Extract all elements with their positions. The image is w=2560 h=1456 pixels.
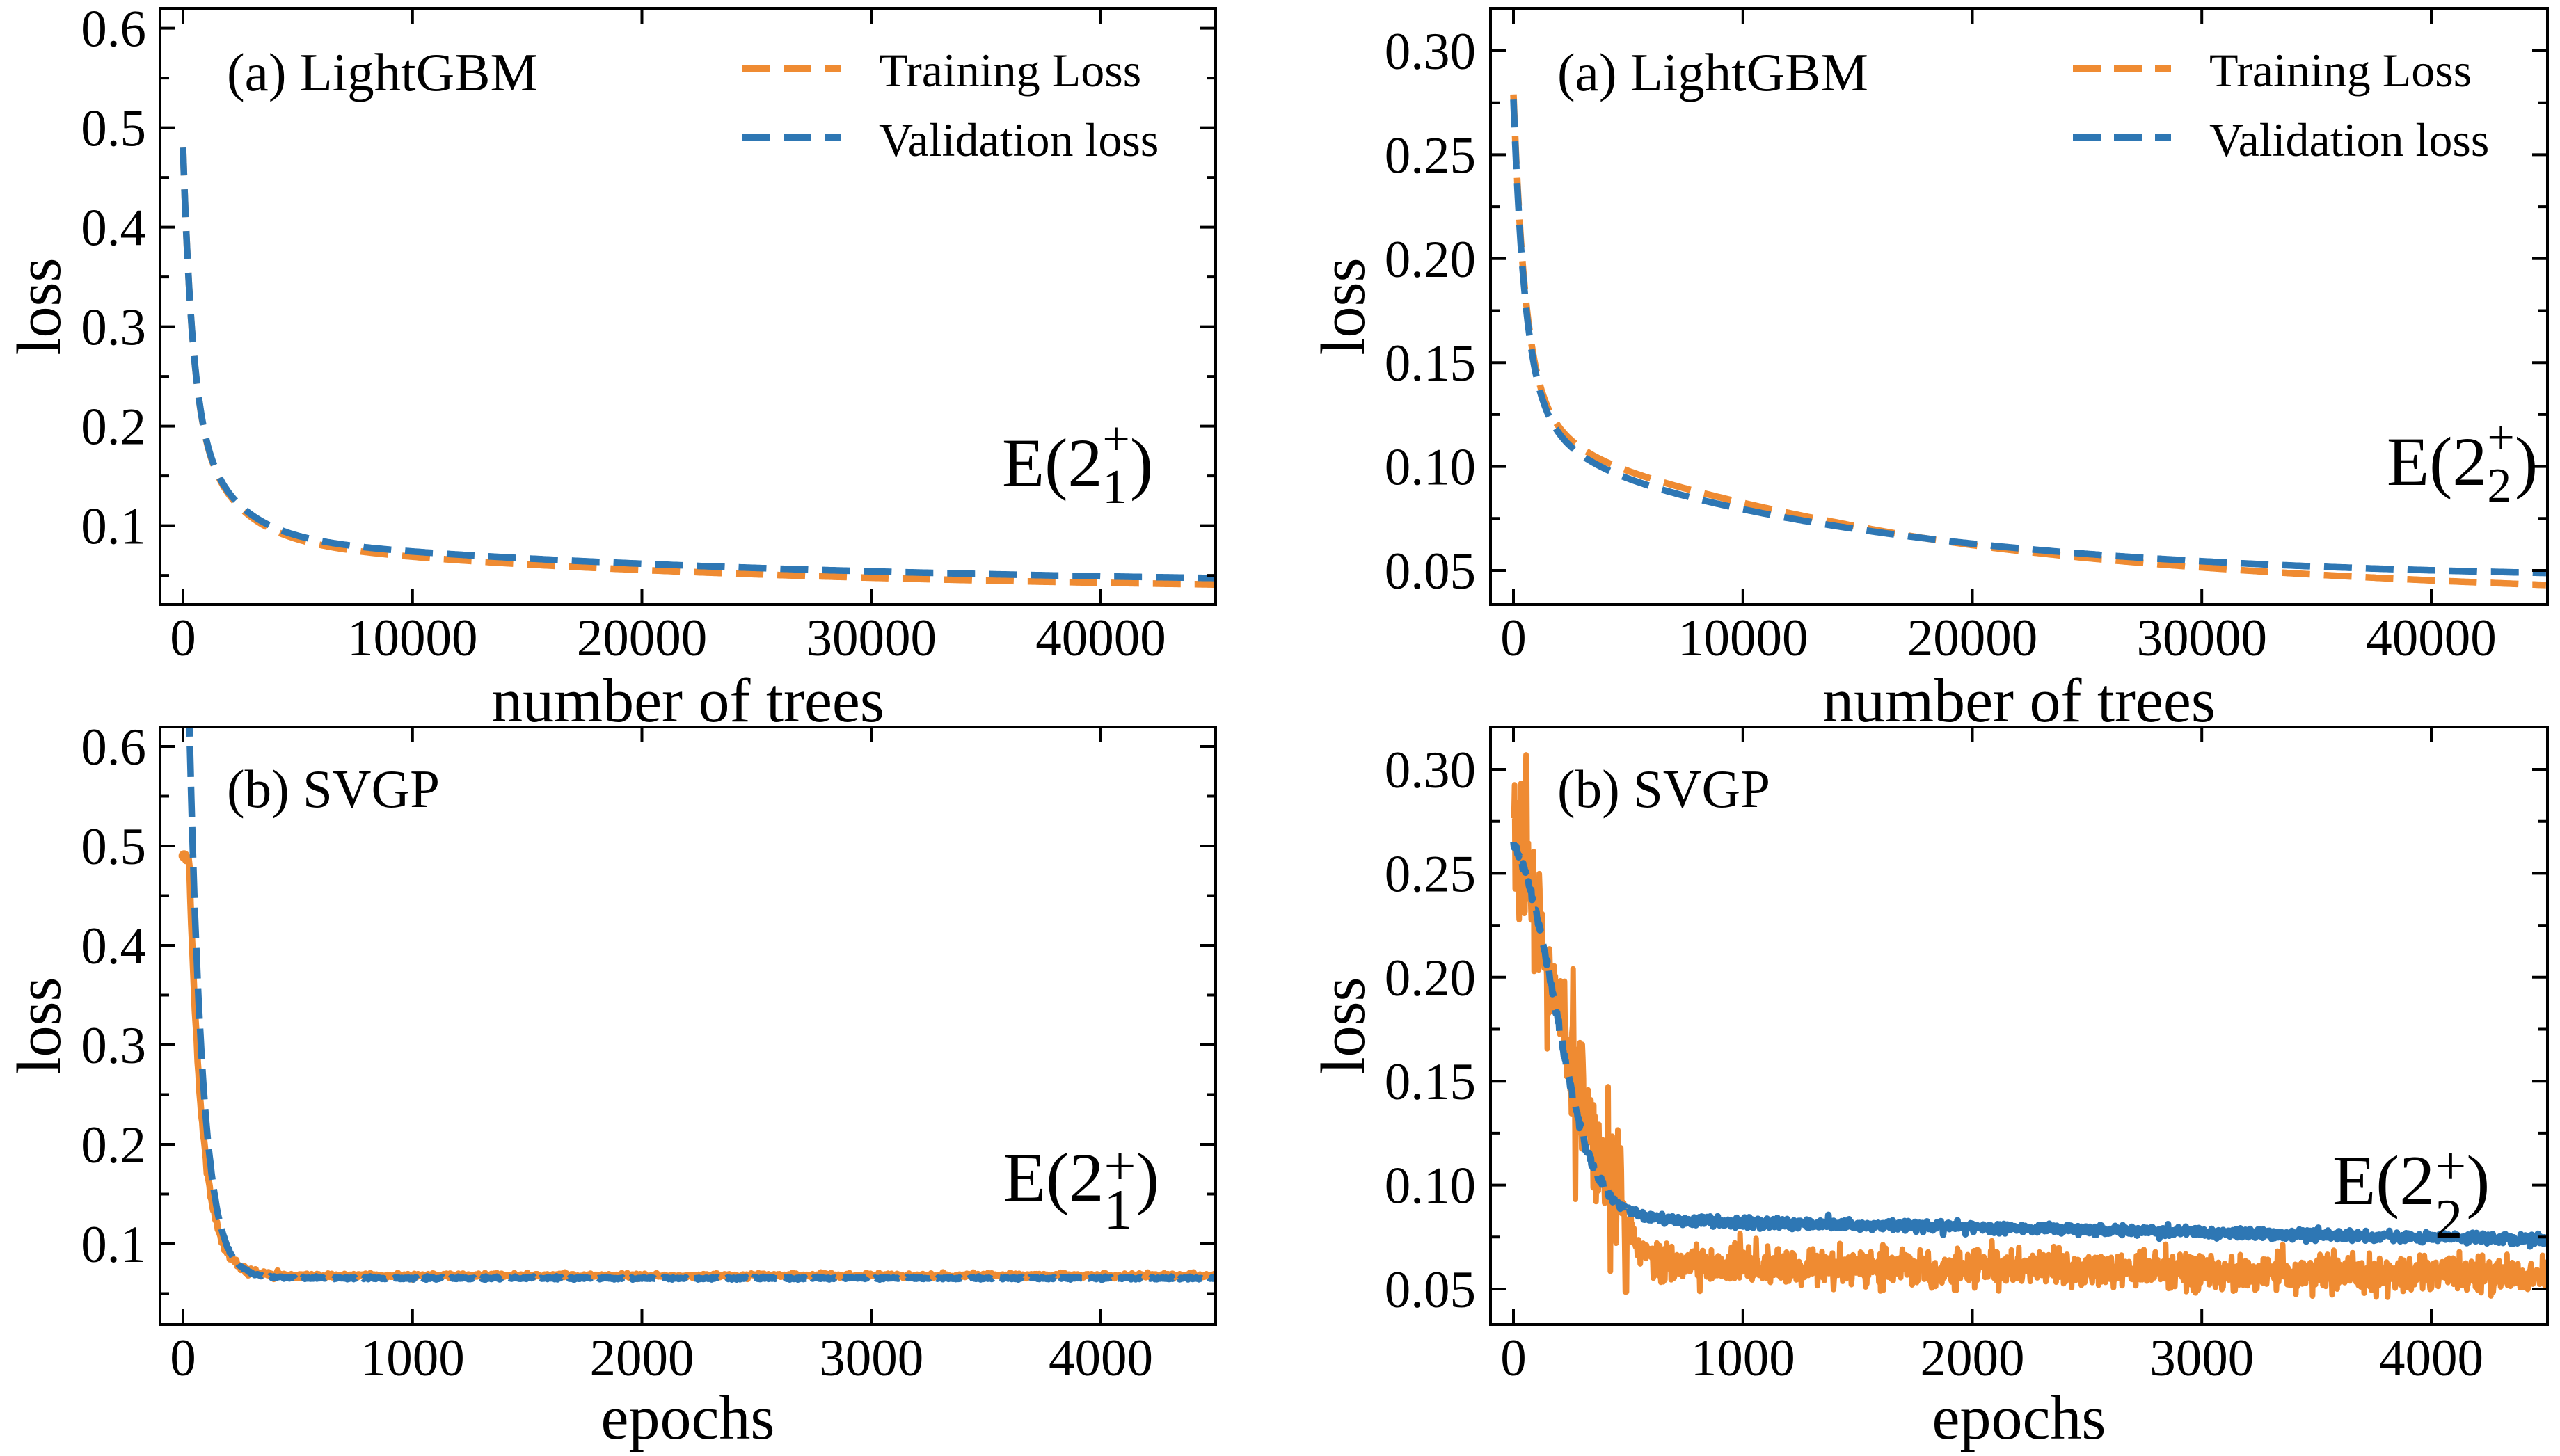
svg-text:E(2: E(2 <box>2332 1142 2435 1220</box>
svg-text:0.3: 0.3 <box>81 299 146 357</box>
svg-text:0.3: 0.3 <box>81 1017 146 1075</box>
svg-text:10000: 10000 <box>1678 609 1808 667</box>
svg-text:0.2: 0.2 <box>81 399 146 456</box>
svg-text:0.6: 0.6 <box>81 1 146 58</box>
svg-text:10000: 10000 <box>347 609 478 667</box>
svg-text:number of trees: number of trees <box>491 666 884 735</box>
svg-text:0.6: 0.6 <box>81 719 146 776</box>
svg-text:3000: 3000 <box>2149 1329 2254 1387</box>
svg-text:40000: 40000 <box>2366 609 2497 667</box>
svg-text:0.4: 0.4 <box>81 918 146 975</box>
svg-text:number of trees: number of trees <box>1822 666 2216 735</box>
svg-text:4000: 4000 <box>2379 1329 2483 1387</box>
svg-text:40000: 40000 <box>1035 609 1166 667</box>
svg-text:1000: 1000 <box>360 1329 465 1387</box>
svg-text:0.4: 0.4 <box>81 200 146 257</box>
svg-text:loss: loss <box>5 977 74 1074</box>
svg-text:30000: 30000 <box>2136 609 2267 667</box>
svg-text:Validation loss: Validation loss <box>879 113 1159 166</box>
svg-text:Training Loss: Training Loss <box>879 44 1141 97</box>
svg-text:0.5: 0.5 <box>81 100 146 158</box>
svg-text:loss: loss <box>1309 977 1378 1074</box>
svg-text:loss: loss <box>5 257 74 355</box>
svg-text:+: + <box>1104 1134 1136 1197</box>
svg-text:0.2: 0.2 <box>81 1117 146 1174</box>
svg-text:2: 2 <box>2487 459 2511 513</box>
svg-text:0.15: 0.15 <box>1385 335 1476 392</box>
svg-text:0.05: 0.05 <box>1385 1261 1476 1319</box>
svg-text:20000: 20000 <box>1907 609 2038 667</box>
svg-text:): ) <box>1130 424 1153 502</box>
svg-text:2000: 2000 <box>1921 1329 2025 1387</box>
svg-text:): ) <box>2466 1142 2490 1220</box>
svg-text:0.5: 0.5 <box>81 818 146 876</box>
svg-text:0: 0 <box>1500 609 1527 667</box>
svg-text:30000: 30000 <box>806 609 937 667</box>
svg-text:0: 0 <box>1500 1329 1527 1387</box>
svg-text:(a) LightGBM: (a) LightGBM <box>227 42 538 102</box>
svg-text:4000: 4000 <box>1049 1329 1153 1387</box>
svg-text:E(2: E(2 <box>2387 423 2487 500</box>
svg-text:0.10: 0.10 <box>1385 1158 1476 1215</box>
svg-text:+: + <box>1102 413 1129 466</box>
svg-text:0.20: 0.20 <box>1385 231 1476 289</box>
svg-text:2: 2 <box>2435 1189 2463 1250</box>
svg-text:0.20: 0.20 <box>1385 950 1476 1007</box>
svg-text:): ) <box>1136 1139 1159 1216</box>
svg-text:2000: 2000 <box>590 1329 694 1387</box>
svg-text:1: 1 <box>1104 1178 1132 1241</box>
svg-text:1000: 1000 <box>1691 1329 1795 1387</box>
svg-text:1: 1 <box>1102 461 1127 514</box>
svg-text:0.25: 0.25 <box>1385 127 1476 184</box>
svg-text:E(2: E(2 <box>1003 1139 1104 1216</box>
svg-text:): ) <box>2515 423 2538 500</box>
svg-text:E(2: E(2 <box>1002 424 1102 502</box>
svg-text:0.30: 0.30 <box>1385 742 1476 799</box>
svg-text:+: + <box>2435 1136 2466 1197</box>
svg-text:Training Loss: Training Loss <box>2209 44 2472 97</box>
svg-text:0: 0 <box>170 1329 196 1387</box>
svg-text:+: + <box>2487 411 2514 465</box>
svg-text:(b) SVGP: (b) SVGP <box>227 759 440 819</box>
svg-text:0.1: 0.1 <box>81 1216 146 1274</box>
svg-text:20000: 20000 <box>577 609 708 667</box>
svg-text:(a) LightGBM: (a) LightGBM <box>1557 42 1868 102</box>
svg-text:Validation loss: Validation loss <box>2209 113 2489 166</box>
svg-text:3000: 3000 <box>819 1329 923 1387</box>
svg-text:0.1: 0.1 <box>81 498 146 556</box>
svg-text:0.30: 0.30 <box>1385 23 1476 81</box>
svg-text:0.10: 0.10 <box>1385 439 1476 497</box>
svg-text:(b) SVGP: (b) SVGP <box>1557 759 1770 819</box>
svg-text:0.05: 0.05 <box>1385 543 1476 600</box>
svg-text:loss: loss <box>1309 257 1378 355</box>
svg-text:0: 0 <box>170 609 196 667</box>
svg-text:0.15: 0.15 <box>1385 1053 1476 1111</box>
svg-text:epochs: epochs <box>601 1384 775 1453</box>
svg-text:0.25: 0.25 <box>1385 845 1476 903</box>
svg-text:epochs: epochs <box>1932 1384 2106 1453</box>
